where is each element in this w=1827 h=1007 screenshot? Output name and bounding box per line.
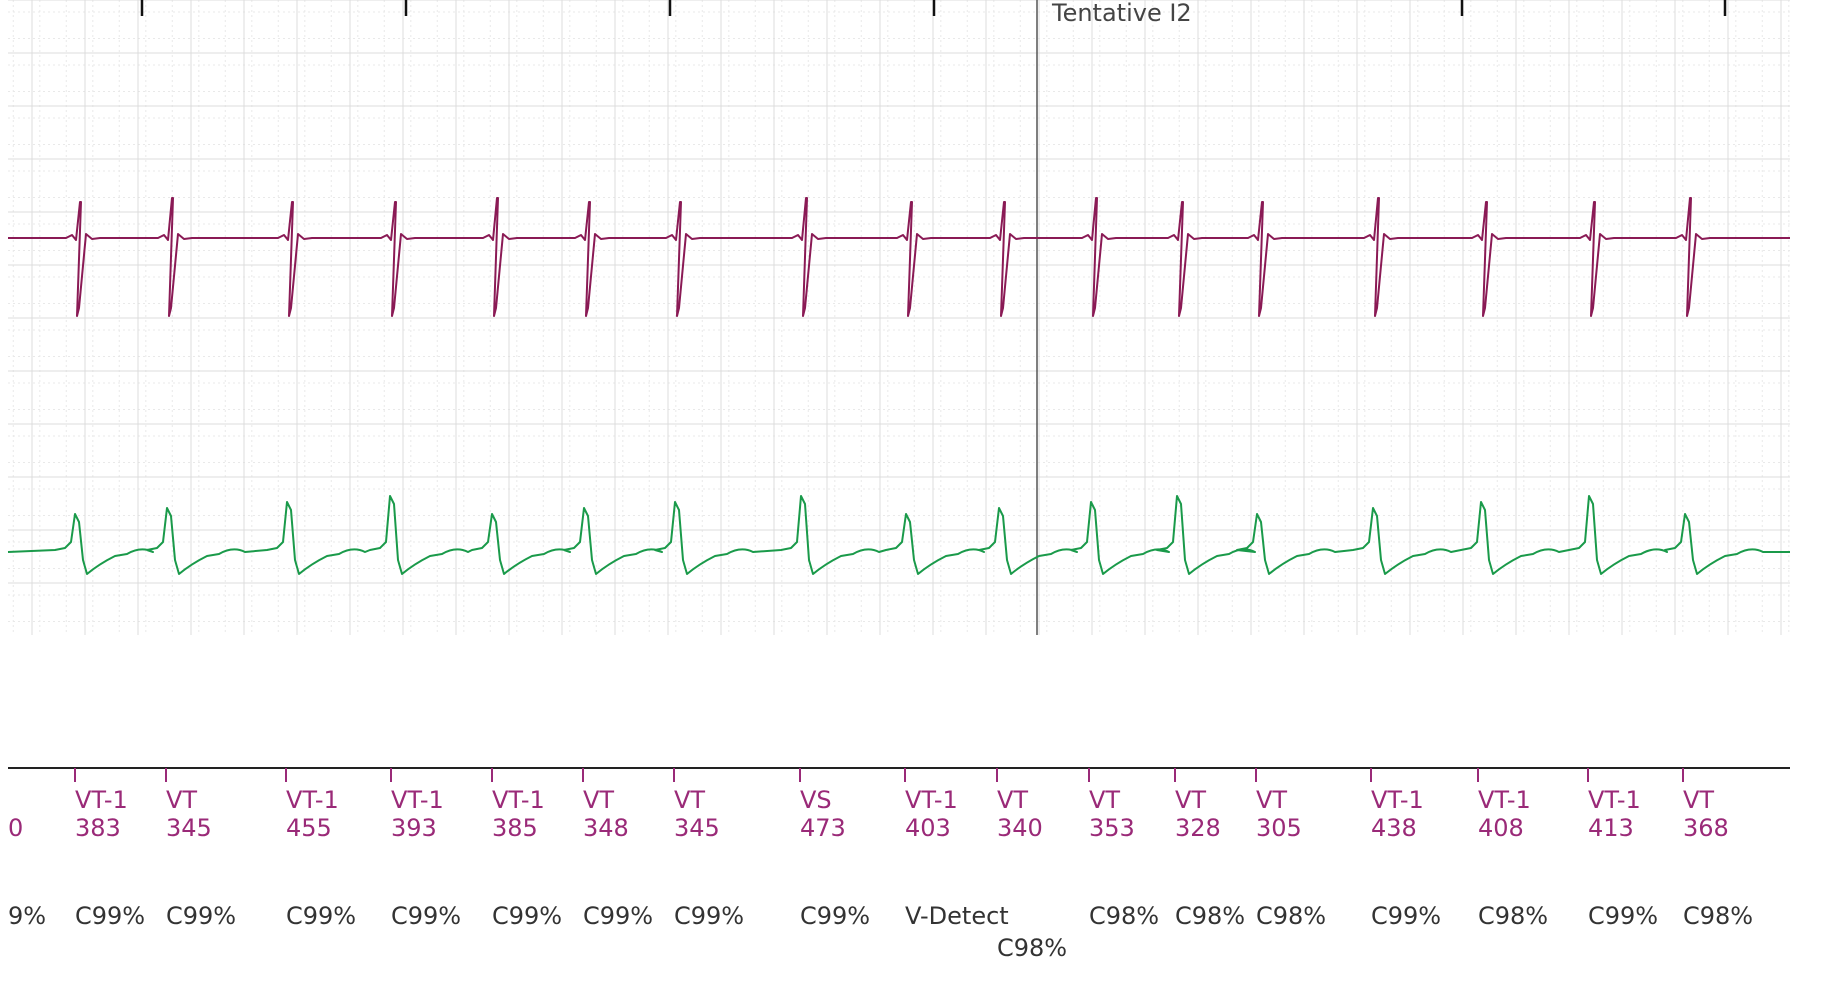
marker-label: VT: [166, 786, 197, 814]
marker-interval: 345: [166, 814, 212, 842]
marker-interval: 473: [800, 814, 846, 842]
time-scale-ticks: [140, 0, 1727, 16]
marker-label: VT-1: [1371, 786, 1424, 814]
marker-label: VT-1: [492, 786, 545, 814]
marker-interval: 353: [1089, 814, 1135, 842]
confidence-label: 9%: [8, 902, 46, 930]
marker-interval: 403: [905, 814, 951, 842]
marker-label: VT: [1683, 786, 1714, 814]
marker-label: VS: [800, 786, 832, 814]
marker-interval: 455: [286, 814, 332, 842]
marker-interval: 385: [492, 814, 538, 842]
marker-label: VT-1: [1588, 786, 1641, 814]
marker-interval: 438: [1371, 814, 1417, 842]
marker-label: VT: [674, 786, 705, 814]
marker-interval: 305: [1256, 814, 1302, 842]
confidence-label: C99%: [674, 902, 744, 930]
marker-channel: 09%VT-1383C99%VT345C99%VT-1455C99%VT-139…: [8, 768, 1753, 962]
marker-label: VT: [1175, 786, 1206, 814]
confidence-label: C99%: [391, 902, 461, 930]
ecg-grid: [8, 0, 1790, 635]
marker-interval: 340: [997, 814, 1043, 842]
marker-label: VT-1: [75, 786, 128, 814]
confidence-label: C98%: [1683, 902, 1753, 930]
confidence-label: C98%: [1256, 902, 1326, 930]
marker-interval: 393: [391, 814, 437, 842]
marker-label: VT: [583, 786, 614, 814]
marker-interval: 413: [1588, 814, 1634, 842]
marker-label: VT-1: [286, 786, 339, 814]
confidence-label: V-Detect: [905, 902, 1009, 930]
marker-label: VT: [1256, 786, 1287, 814]
confidence-label: C99%: [1371, 902, 1441, 930]
cursor-label: Tentative I2: [1051, 0, 1192, 27]
confidence-label: C98%: [1175, 902, 1245, 930]
confidence-label: C99%: [800, 902, 870, 930]
marker-interval: 0: [8, 814, 23, 842]
confidence-label: C99%: [583, 902, 653, 930]
confidence-label: C98%: [997, 934, 1067, 962]
marker-label: VT: [1089, 786, 1120, 814]
marker-label: VT-1: [391, 786, 444, 814]
marker-label: VT-1: [905, 786, 958, 814]
confidence-label: C99%: [492, 902, 562, 930]
confidence-label: C99%: [166, 902, 236, 930]
confidence-label: C99%: [286, 902, 356, 930]
egm-channel-2-trace: [7, 495, 1790, 575]
marker-interval: 383: [75, 814, 121, 842]
confidence-label: C98%: [1089, 902, 1159, 930]
egm-channel-1-trace: [8, 197, 1790, 317]
confidence-label: C99%: [75, 902, 145, 930]
marker-interval: 348: [583, 814, 629, 842]
marker-label: VT-1: [1478, 786, 1531, 814]
confidence-label: C98%: [1478, 902, 1548, 930]
marker-interval: 368: [1683, 814, 1729, 842]
confidence-label: C99%: [1588, 902, 1658, 930]
marker-interval: 328: [1175, 814, 1221, 842]
marker-interval: 345: [674, 814, 720, 842]
marker-event[interactable]: 0 9%: [8, 814, 46, 930]
marker-interval: 408: [1478, 814, 1524, 842]
marker-label: VT: [997, 786, 1028, 814]
